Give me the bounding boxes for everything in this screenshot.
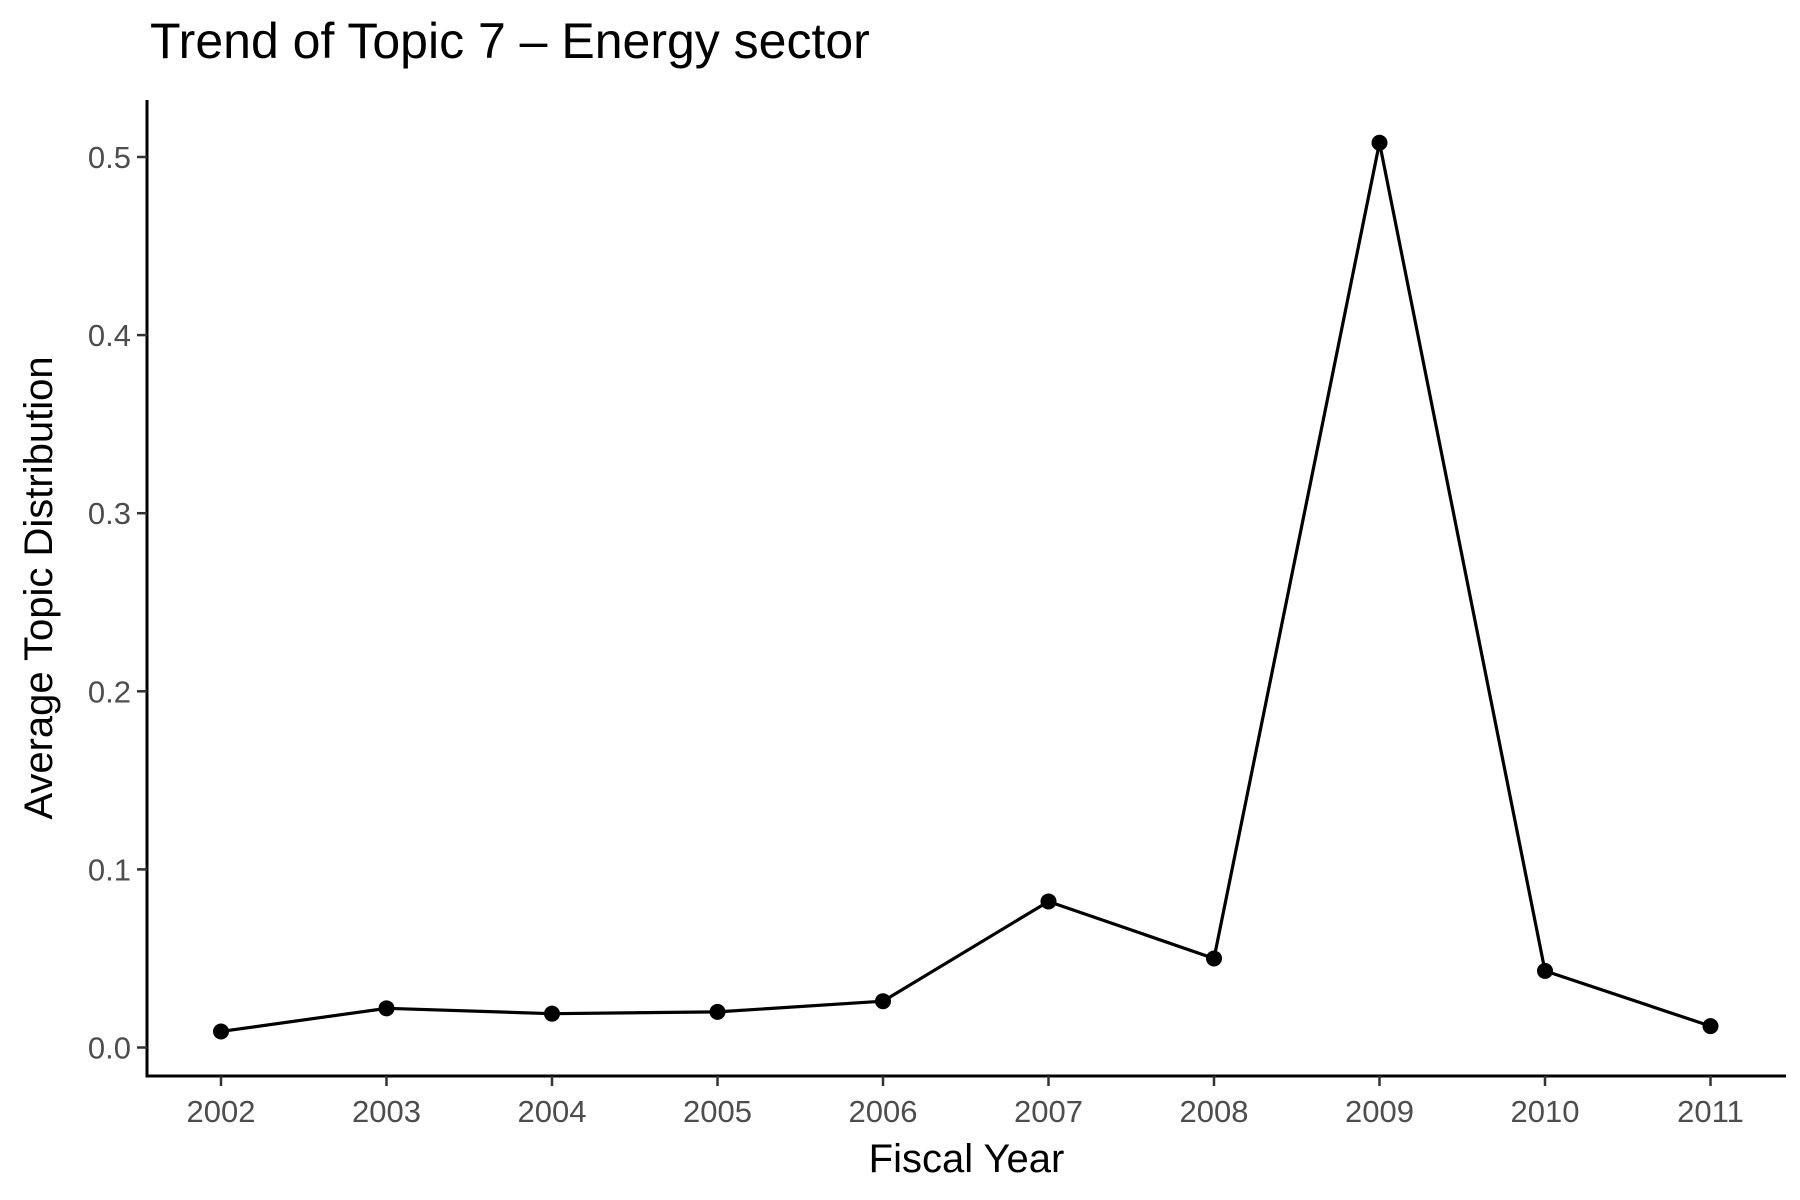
x-tick-label: 2007 <box>1014 1094 1083 1129</box>
data-point <box>213 1023 229 1040</box>
x-tick-label: 2002 <box>187 1094 256 1129</box>
x-tick-label: 2006 <box>849 1094 918 1129</box>
axes <box>145 100 1786 1078</box>
series-line-group <box>220 141 1712 1034</box>
y-ticks: 0.0 0.1 0.2 0.3 0.4 0.5 <box>88 140 147 1066</box>
data-point <box>1040 893 1057 910</box>
x-tick-label: 2004 <box>518 1094 587 1129</box>
x-axis-title: Fiscal Year <box>869 1137 1065 1181</box>
chart-title: Trend of Topic 7 – Energy sector <box>150 13 870 69</box>
data-point <box>1371 134 1388 151</box>
data-point <box>875 993 891 1010</box>
x-tick-label: 2009 <box>1345 1094 1414 1129</box>
data-point <box>1537 962 1553 979</box>
x-ticks: 2002 2003 2004 2005 2006 2007 2008 2009 2010 2011 <box>187 1076 1744 1129</box>
data-point <box>1206 950 1222 967</box>
y-tick-label: 0.1 <box>88 852 131 887</box>
data-point <box>709 1003 726 1020</box>
y-tick-label: 0.2 <box>88 674 131 709</box>
y-tick-label: 0.0 <box>88 1031 131 1066</box>
x-tick-label: 2005 <box>683 1094 752 1129</box>
y-axis-title: Average Topic Distribution <box>17 356 61 819</box>
y-tick-label: 0.5 <box>88 140 131 175</box>
y-tick-label: 0.4 <box>88 318 131 353</box>
x-tick-label: 2003 <box>352 1094 421 1129</box>
series-line <box>220 141 1712 1034</box>
series-points <box>213 134 1719 1040</box>
data-point <box>378 1000 395 1017</box>
data-point <box>544 1005 560 1022</box>
data-point <box>1702 1018 1719 1035</box>
x-tick-label: 2011 <box>1677 1094 1744 1129</box>
x-tick-label: 2008 <box>1180 1094 1249 1129</box>
y-tick-label: 0.3 <box>88 496 131 531</box>
x-tick-label: 2010 <box>1511 1094 1580 1129</box>
